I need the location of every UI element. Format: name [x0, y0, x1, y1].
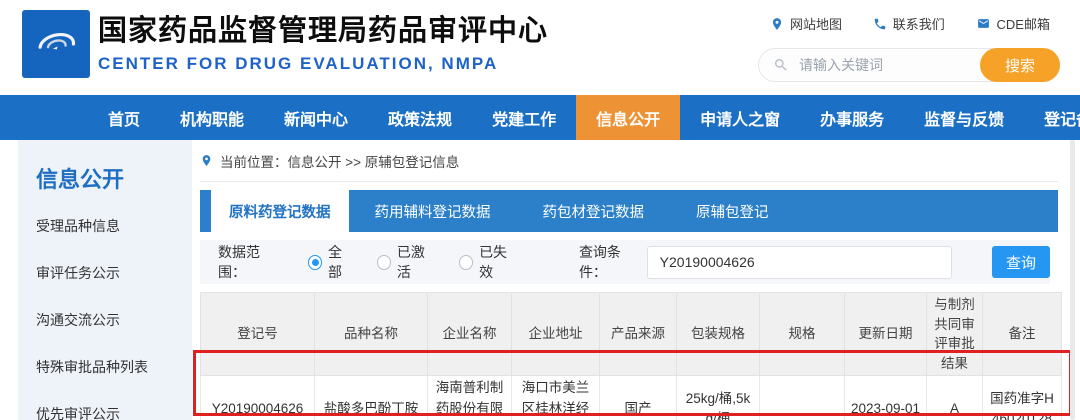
radio-unselected-icon — [458, 254, 474, 270]
phone-icon — [874, 18, 886, 29]
cde-mail-link[interactable]: CDE邮箱 — [976, 14, 1050, 33]
header-quick-links: 网站地图 联系我们 CDE邮箱 — [770, 14, 1050, 33]
query-condition-label: 查询条件： — [578, 244, 621, 280]
column-header-company-address: 企业地址 — [511, 291, 600, 377]
nav-item-applicant-window[interactable]: 申请人之窗 — [700, 111, 781, 129]
column-header-remark: 备注 — [982, 291, 1062, 377]
page-scrollbar[interactable] — [1070, 140, 1075, 420]
column-header-variety-name: 品种名称 — [314, 291, 428, 377]
nav-item-supervision-feedback[interactable]: 监督与反馈 — [924, 111, 1005, 129]
data-scope-radios: 全部 已激活 已失效 — [286, 242, 519, 282]
radio-option-activated-label: 已激活 — [396, 244, 425, 280]
data-tabs: 原料药登记数据 药用辅料登记数据 药包材登记数据 原辅包登记 — [200, 190, 1058, 232]
tab-excipient-registration-data[interactable]: 药用辅料登记数据 — [374, 204, 491, 221]
site-subtitle-en: CENTER FOR DRUG EVALUATION, NMPA — [98, 54, 499, 73]
sidebar-item-review-tasks[interactable]: 审评任务公示 — [36, 265, 120, 281]
cell-update-date: 2023-09-01 — [844, 375, 927, 420]
sidebar-item-accepted-varieties[interactable]: 受理品种信息 — [36, 218, 120, 234]
radio-option-all[interactable]: 全部 — [307, 242, 355, 282]
column-header-company-name: 企业名称 — [427, 291, 512, 377]
site-search: 搜索 — [758, 48, 1060, 82]
sidebar-item-priority-review[interactable]: 优先审评公示 — [36, 406, 120, 420]
tab-raw-aux-pack-registration[interactable]: 原辅包登记 — [696, 204, 769, 221]
cell-joint-review-result: A — [926, 375, 983, 420]
main-nav: 首页 机构职能 新闻中心 政策法规 党建工作 信息公开 申请人之窗 办事服务 监… — [0, 95, 1080, 140]
table-row[interactable]: Y20190004626 盐酸多巴酚丁胺 海南普利制药股份有限公司 海口市美兰区… — [200, 375, 1062, 420]
nav-item-registration-platform[interactable]: 登记备案平台 — [1044, 111, 1080, 129]
column-header-update-date: 更新日期 — [844, 291, 927, 377]
site-title: 国家药品监督管理局药品审评中心 — [98, 15, 549, 47]
search-icon — [759, 57, 789, 73]
sitemap-link[interactable]: 网站地图 — [770, 14, 842, 33]
radio-selected-icon — [307, 254, 323, 270]
column-header-joint-review-result: 与制剂共同审评审批结果 — [926, 291, 983, 377]
query-condition-input[interactable] — [646, 245, 952, 279]
main-content: 当前位置：信息公开 >> 原辅包登记信息 原料药登记数据 药用辅料登记数据 药包… — [200, 140, 1062, 420]
cell-variety-name: 盐酸多巴酚丁胺 — [314, 375, 428, 420]
data-scope-label: 数据范围： — [218, 244, 260, 280]
cell-product-origin: 国产 — [599, 375, 677, 420]
column-header-package-spec: 包装规格 — [676, 291, 760, 377]
sidebar-item-special-approval-list[interactable]: 特殊审批品种列表 — [36, 359, 148, 375]
swirl-logo-icon — [38, 32, 76, 50]
column-header-registration-no: 登记号 — [200, 291, 315, 377]
contact-us-link-label: 联系我们 — [892, 17, 945, 32]
query-button[interactable]: 查询 — [991, 246, 1050, 278]
tab-packaging-registration-data[interactable]: 药包材登记数据 — [542, 204, 645, 221]
column-header-product-origin: 产品来源 — [599, 291, 677, 377]
cell-company-name: 海南普利制药股份有限公司 — [427, 375, 512, 420]
location-pin-icon — [772, 17, 782, 30]
breadcrumb-text: 当前位置：信息公开 >> 原辅包登记信息 — [220, 154, 460, 170]
column-header-spec: 规格 — [759, 291, 845, 377]
radio-option-all-label: 全部 — [328, 244, 343, 280]
nav-item-info-disclosure[interactable]: 信息公开 — [576, 95, 681, 140]
breadcrumb: 当前位置：信息公开 >> 原辅包登记信息 — [200, 140, 1058, 182]
radio-option-activated[interactable]: 已激活 — [376, 242, 437, 282]
nav-item-party-building[interactable]: 党建工作 — [492, 111, 557, 129]
contact-us-link[interactable]: 联系我们 — [873, 14, 945, 33]
nav-item-home[interactable]: 首页 — [108, 111, 141, 129]
tab-api-registration-data[interactable]: 原料药登记数据 — [211, 190, 349, 232]
site-header: 国家药品监督管理局药品审评中心 CENTER FOR DRUG EVALUATI… — [0, 0, 1080, 95]
cell-package-spec: 25kg/桶,5kg/桶 — [676, 375, 760, 420]
sidebar-info-disclosure: 信息公开 受理品种信息 审评任务公示 沟通交流公示 特殊审批品种列表 优先审评公… — [18, 140, 192, 420]
nav-item-org-functions[interactable]: 机构职能 — [180, 111, 245, 129]
cell-registration-no: Y20190004626 — [200, 375, 315, 420]
filter-bar: 数据范围： 全部 已激活 已失效 查询条件： 查询 — [200, 240, 1050, 284]
table-header-row: 登记号 品种名称 企业名称 企业地址 产品来源 包装规格 规格 更新日期 与制剂… — [200, 291, 1062, 377]
sidebar-title: 信息公开 — [36, 167, 125, 192]
radio-option-expired[interactable]: 已失效 — [458, 242, 519, 282]
cell-company-address: 海口市美兰区桂林洋经济开发区 — [511, 375, 600, 420]
cell-remark: 国药准字H46020128 — [982, 375, 1062, 420]
nav-item-news[interactable]: 新闻中心 — [284, 111, 349, 129]
radio-unselected-icon — [376, 254, 391, 270]
location-pin-icon — [202, 155, 211, 166]
radio-option-expired-label: 已失效 — [479, 244, 508, 280]
cde-mail-link-label: CDE邮箱 — [996, 17, 1050, 32]
registration-results-table: 登记号 品种名称 企业名称 企业地址 产品来源 包装规格 规格 更新日期 与制剂… — [200, 291, 1062, 420]
site-search-button[interactable]: 搜索 — [980, 48, 1060, 82]
envelope-icon — [977, 19, 989, 28]
sidebar-item-communication[interactable]: 沟通交流公示 — [36, 312, 120, 328]
cell-spec — [759, 375, 845, 420]
cde-logo — [22, 10, 90, 78]
sitemap-link-label: 网站地图 — [790, 17, 843, 32]
nav-item-policies[interactable]: 政策法规 — [388, 111, 453, 129]
site-search-input[interactable] — [789, 57, 980, 73]
nav-item-services[interactable]: 办事服务 — [820, 111, 885, 129]
